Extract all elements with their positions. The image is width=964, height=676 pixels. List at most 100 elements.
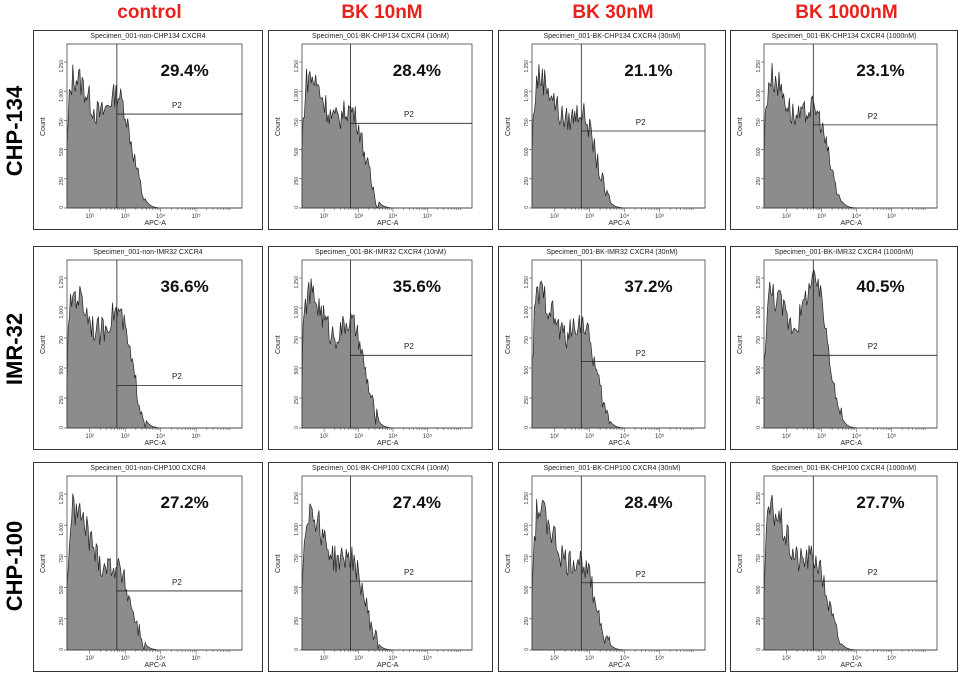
y-tick-label: 750: [294, 336, 300, 345]
histogram-series: [531, 64, 705, 209]
y-tick-label: 1,250: [524, 60, 530, 73]
histogram-series: [763, 494, 937, 651]
y-tick-label: 0: [294, 648, 300, 651]
specimen-title: Specimen_001-BK-IMR32 CXCR4 (1000nM): [774, 249, 914, 256]
y-tick-label: 1,000: [524, 306, 530, 319]
x-tick-label: 10²: [782, 434, 791, 440]
percent-label: 27.2%: [160, 493, 209, 512]
gate-label: P2: [172, 577, 182, 587]
y-tick-label: 1,250: [756, 276, 762, 289]
y-tick-label: 250: [756, 177, 762, 186]
histogram-series: [531, 499, 705, 651]
row-label-text: CHP-134: [2, 85, 28, 177]
x-axis-label: APC-A: [608, 440, 630, 447]
x-axis-label: APC-A: [377, 220, 399, 227]
x-tick-label: 10⁴: [388, 655, 398, 662]
histogram-svg: 0 250 500 750 1,000 1,250 10² 10³ 10⁴ 10⁵: [756, 43, 938, 220]
percent-label: 28.4%: [392, 61, 441, 80]
y-axis-label: Count: [737, 117, 744, 136]
x-tick-label: 10⁵: [423, 433, 433, 440]
y-tick-label: 750: [294, 118, 300, 127]
histogram-series: [763, 63, 937, 209]
gate-label: P2: [635, 118, 646, 127]
percent-label: 27.7%: [856, 493, 905, 512]
y-tick-label: 250: [59, 617, 65, 626]
gate-label: P2: [404, 568, 414, 578]
histogram-svg: 0 250 500 750 1,000 1,250 10² 10³ 10⁴ 10⁵: [294, 43, 473, 220]
x-tick-label: 10²: [550, 656, 559, 662]
plot-frame: [66, 475, 243, 651]
y-axis-label: Count: [505, 554, 512, 573]
x-tick-label: 10⁴: [156, 655, 166, 662]
histogram-svg: 0 250 500 750 1,000 1,250 10² 10³ 10⁴ 10⁵: [59, 475, 243, 662]
y-tick-label: 1,000: [524, 89, 530, 102]
plot-frame: [531, 259, 706, 429]
x-tick-label: 10⁴: [620, 213, 630, 220]
y-tick-label: 0: [294, 426, 300, 429]
specimen-title: Specimen_001-BK-CHP100 CXCR4 (10nM): [312, 465, 449, 472]
x-tick-label: 10³: [121, 434, 130, 440]
y-tick-label: 1,000: [59, 306, 65, 319]
x-axis-label: APC-A: [608, 662, 630, 669]
gate-label: P2: [867, 568, 878, 578]
histogram-panel: 0 250 500 750 1,000 1,250 10² 10³ 10⁴ 10⁵ Specimen…: [498, 246, 726, 450]
histogram-series: [763, 269, 937, 429]
y-tick-label: 250: [294, 396, 300, 405]
y-tick-label: 500: [756, 366, 762, 375]
plot-frame: [763, 43, 938, 209]
x-axis-label: APC-A: [144, 662, 166, 669]
y-tick-label: 0: [294, 206, 300, 209]
y-tick-label: 750: [756, 118, 762, 127]
y-tick-label: 500: [294, 585, 300, 594]
y-tick-label: 1,000: [524, 523, 530, 536]
x-tick-label: 10⁵: [191, 433, 201, 440]
gate-label: P2: [404, 342, 414, 352]
x-tick-label: 10³: [121, 656, 130, 662]
y-tick-label: 250: [294, 617, 300, 626]
histogram-panel: 0 250 500 750 1,000 1,250 10² 10³ 10⁴ 10⁵ Specimen…: [730, 246, 958, 450]
y-tick-label: 1,000: [294, 306, 300, 319]
x-tick-label: 10⁴: [852, 655, 862, 662]
x-axis-label: APC-A: [840, 662, 862, 669]
y-tick-label: 1,250: [756, 60, 762, 73]
y-axis-label: Count: [275, 554, 282, 573]
plot-frame: [301, 43, 473, 209]
specimen-title: Specimen_001-non-CHP134 CXCR4: [90, 33, 206, 40]
y-axis-label: Count: [40, 335, 47, 354]
y-tick-label: 250: [59, 396, 65, 405]
y-tick-label: 750: [524, 554, 530, 563]
x-tick-label: 10³: [817, 656, 826, 662]
x-tick-label: 10²: [320, 214, 329, 220]
y-tick-label: 750: [294, 554, 300, 563]
x-tick-label: 10⁴: [388, 433, 398, 440]
x-axis-label: APC-A: [377, 662, 399, 669]
histogram-panel: 0 250 500 750 1,000 1,250 10² 10³ 10⁴ 10⁵ Specimen…: [498, 462, 726, 672]
x-tick-label: 10⁵: [655, 433, 665, 440]
plot-frame: [763, 259, 938, 429]
y-axis-label: Count: [275, 335, 282, 354]
percent-label: 27.4%: [392, 493, 441, 512]
y-tick-label: 0: [524, 206, 530, 209]
gate-label: P2: [867, 111, 878, 121]
plot-frame: [531, 43, 706, 209]
y-tick-label: 1,000: [756, 523, 762, 536]
plot-frame: [531, 475, 706, 651]
x-tick-label: 10³: [585, 656, 594, 662]
y-axis-label: Count: [505, 335, 512, 354]
y-axis-label: Count: [505, 117, 512, 136]
x-tick-label: 10⁴: [388, 213, 398, 220]
y-tick-label: 1,000: [59, 89, 65, 102]
y-tick-label: 500: [756, 147, 762, 156]
y-tick-label: 500: [59, 585, 65, 594]
y-tick-label: 250: [756, 396, 762, 405]
specimen-title: Specimen_001-BK-CHP100 CXCR4 (30nM): [543, 465, 681, 472]
y-tick-label: 0: [524, 426, 530, 429]
plot-frame: [66, 259, 243, 429]
y-tick-label: 1,250: [59, 492, 65, 505]
x-tick-label: 10³: [354, 434, 363, 440]
row-label-text: IMR-32: [2, 312, 27, 386]
histogram-svg: 0 250 500 750 1,000 1,250 10² 10³ 10⁴ 10⁵: [756, 475, 938, 662]
percent-label: 23.1%: [856, 61, 905, 80]
histogram-series: [66, 493, 242, 651]
x-tick-label: 10³: [354, 214, 363, 220]
